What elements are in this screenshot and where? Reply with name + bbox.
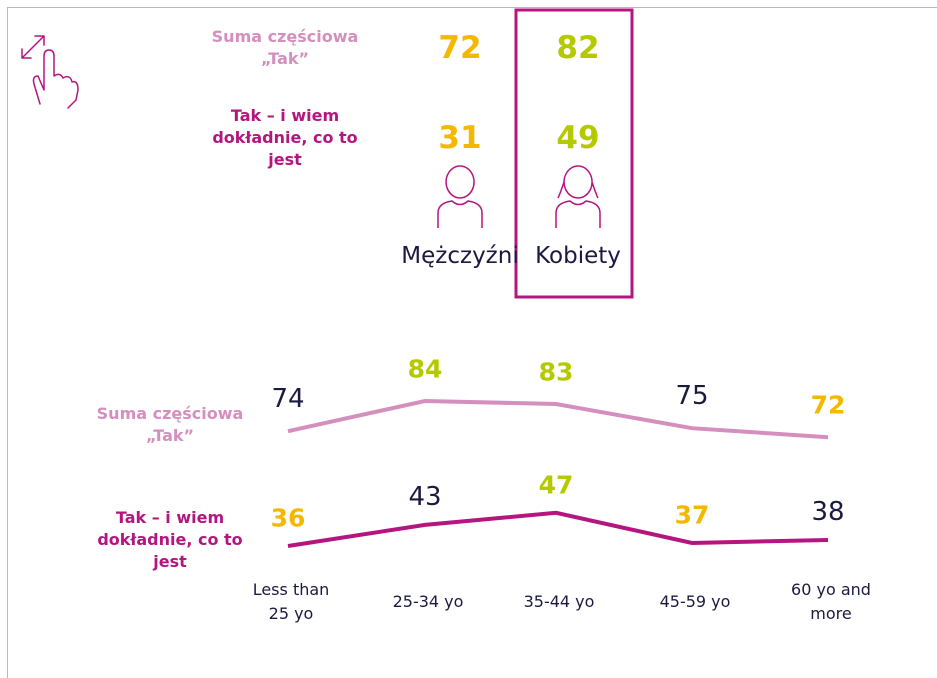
x-tick-label: 35-44 yo xyxy=(523,592,595,611)
series-label: Tak – i wiem dokładnie, co to jest xyxy=(97,508,243,571)
hand-icon xyxy=(21,35,79,109)
data-label: 47 xyxy=(538,470,574,500)
highlight-frame xyxy=(514,8,634,299)
value-label: 49 xyxy=(556,120,600,156)
value-label: 72 xyxy=(438,30,482,66)
value-label: 82 xyxy=(556,30,600,66)
x-tick-label: 25-34 yo xyxy=(392,592,464,611)
row-label: Suma częściowa „Tak” xyxy=(211,27,359,68)
data-label: 36 xyxy=(270,503,306,533)
data-label: 37 xyxy=(674,500,710,530)
x-tick-label: 45-59 yo xyxy=(659,592,731,611)
data-label: 38 xyxy=(811,496,845,527)
series-label: Suma częściowa „Tak” xyxy=(96,404,244,445)
person-icon xyxy=(555,165,601,228)
value-label: 31 xyxy=(438,120,482,156)
row-label: Tak – i wiem dokładnie, co to jest xyxy=(212,106,358,169)
category-label: Mężczyźni xyxy=(401,243,519,269)
data-label: 74 xyxy=(271,384,305,415)
data-label: 84 xyxy=(407,354,443,384)
x-tick-label: 60 yo and more xyxy=(791,580,871,623)
line xyxy=(287,398,829,440)
x-tick-label: Less than 25 yo xyxy=(252,580,330,623)
data-label: 72 xyxy=(810,390,846,420)
data-label: 75 xyxy=(675,381,709,412)
line xyxy=(287,510,829,548)
data-label: 83 xyxy=(538,357,574,387)
category-label: Kobiety xyxy=(535,243,621,269)
data-label: 43 xyxy=(408,481,442,512)
person-icon xyxy=(437,165,483,228)
